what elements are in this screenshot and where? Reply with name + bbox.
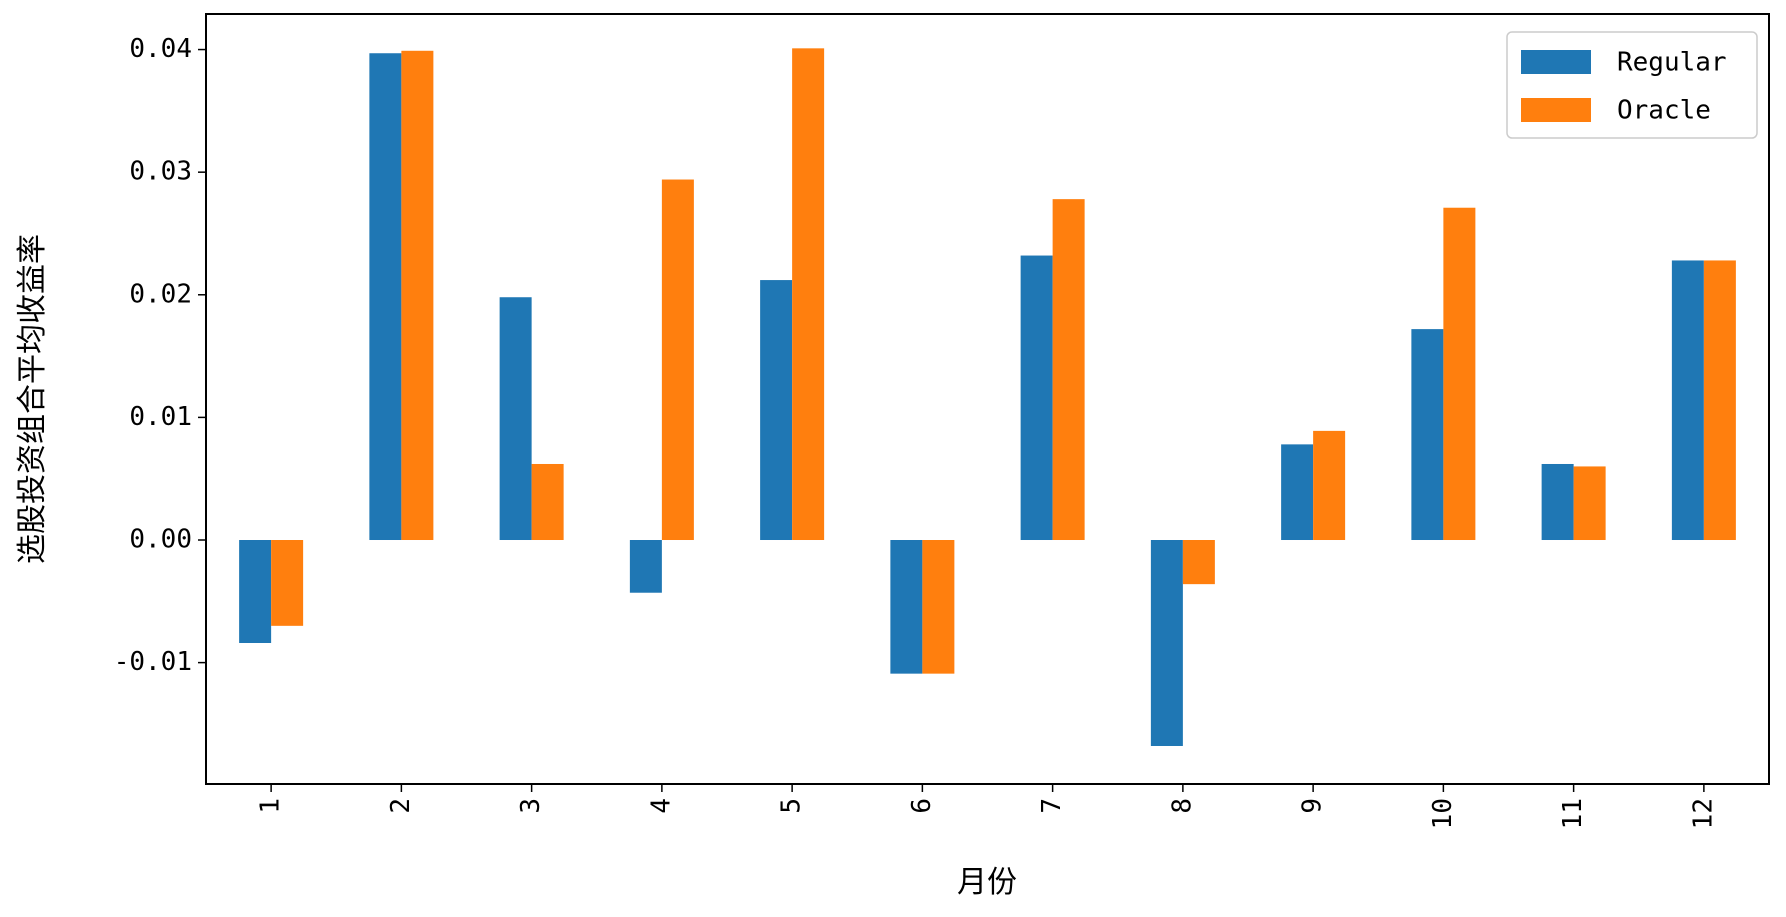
x-tick-label: 10 — [1428, 798, 1458, 829]
bar — [661, 179, 694, 541]
x-tick-label: 2 — [386, 798, 416, 814]
bar — [1443, 207, 1476, 541]
legend-swatch — [1521, 98, 1591, 122]
bar — [922, 540, 955, 674]
x-tick-label: 7 — [1037, 798, 1067, 814]
plot-frame — [205, 13, 1770, 785]
y-tick-label: 0.01 — [129, 402, 192, 432]
bar — [531, 463, 564, 541]
x-tick-label: 11 — [1558, 798, 1588, 829]
x-tick-label: 8 — [1167, 798, 1197, 814]
bar — [1020, 255, 1053, 541]
bar — [1671, 260, 1704, 541]
legend-label: Oracle — [1617, 96, 1711, 126]
bar — [792, 48, 825, 541]
bar — [1182, 540, 1215, 585]
bar — [629, 540, 662, 593]
bar — [1313, 430, 1346, 541]
x-tick-label: 12 — [1688, 798, 1718, 829]
y-axis-label: 选股投资组合平均收益率 — [15, 234, 50, 564]
y-tick-label: 0.02 — [129, 279, 192, 309]
y-tick-label: 0.04 — [129, 34, 192, 64]
y-tick-label: -0.01 — [114, 647, 192, 677]
legend-swatch — [1521, 50, 1591, 74]
bar — [271, 540, 304, 626]
bar — [760, 280, 793, 541]
y-tick-label: 0.03 — [129, 157, 192, 187]
bar — [1052, 199, 1085, 541]
x-tick-label: 4 — [646, 798, 676, 814]
bar — [239, 540, 272, 643]
bar — [1411, 329, 1444, 541]
x-tick-label: 5 — [777, 798, 807, 814]
bar — [369, 53, 402, 541]
legend-label: Regular — [1617, 48, 1727, 78]
bar — [1281, 444, 1314, 541]
x-tick-label: 3 — [516, 798, 546, 814]
x-tick-label: 1 — [256, 798, 286, 814]
bar — [1150, 540, 1183, 746]
x-tick-label: 6 — [907, 798, 937, 814]
bar — [401, 50, 434, 541]
bar — [890, 540, 923, 674]
x-tick-label: 9 — [1298, 798, 1328, 814]
bar — [499, 297, 532, 541]
bar — [1703, 260, 1736, 541]
x-axis-label: 月份 — [957, 865, 1017, 900]
bar — [1541, 463, 1574, 541]
y-tick-label: 0.00 — [129, 525, 192, 555]
bar — [1573, 466, 1606, 541]
